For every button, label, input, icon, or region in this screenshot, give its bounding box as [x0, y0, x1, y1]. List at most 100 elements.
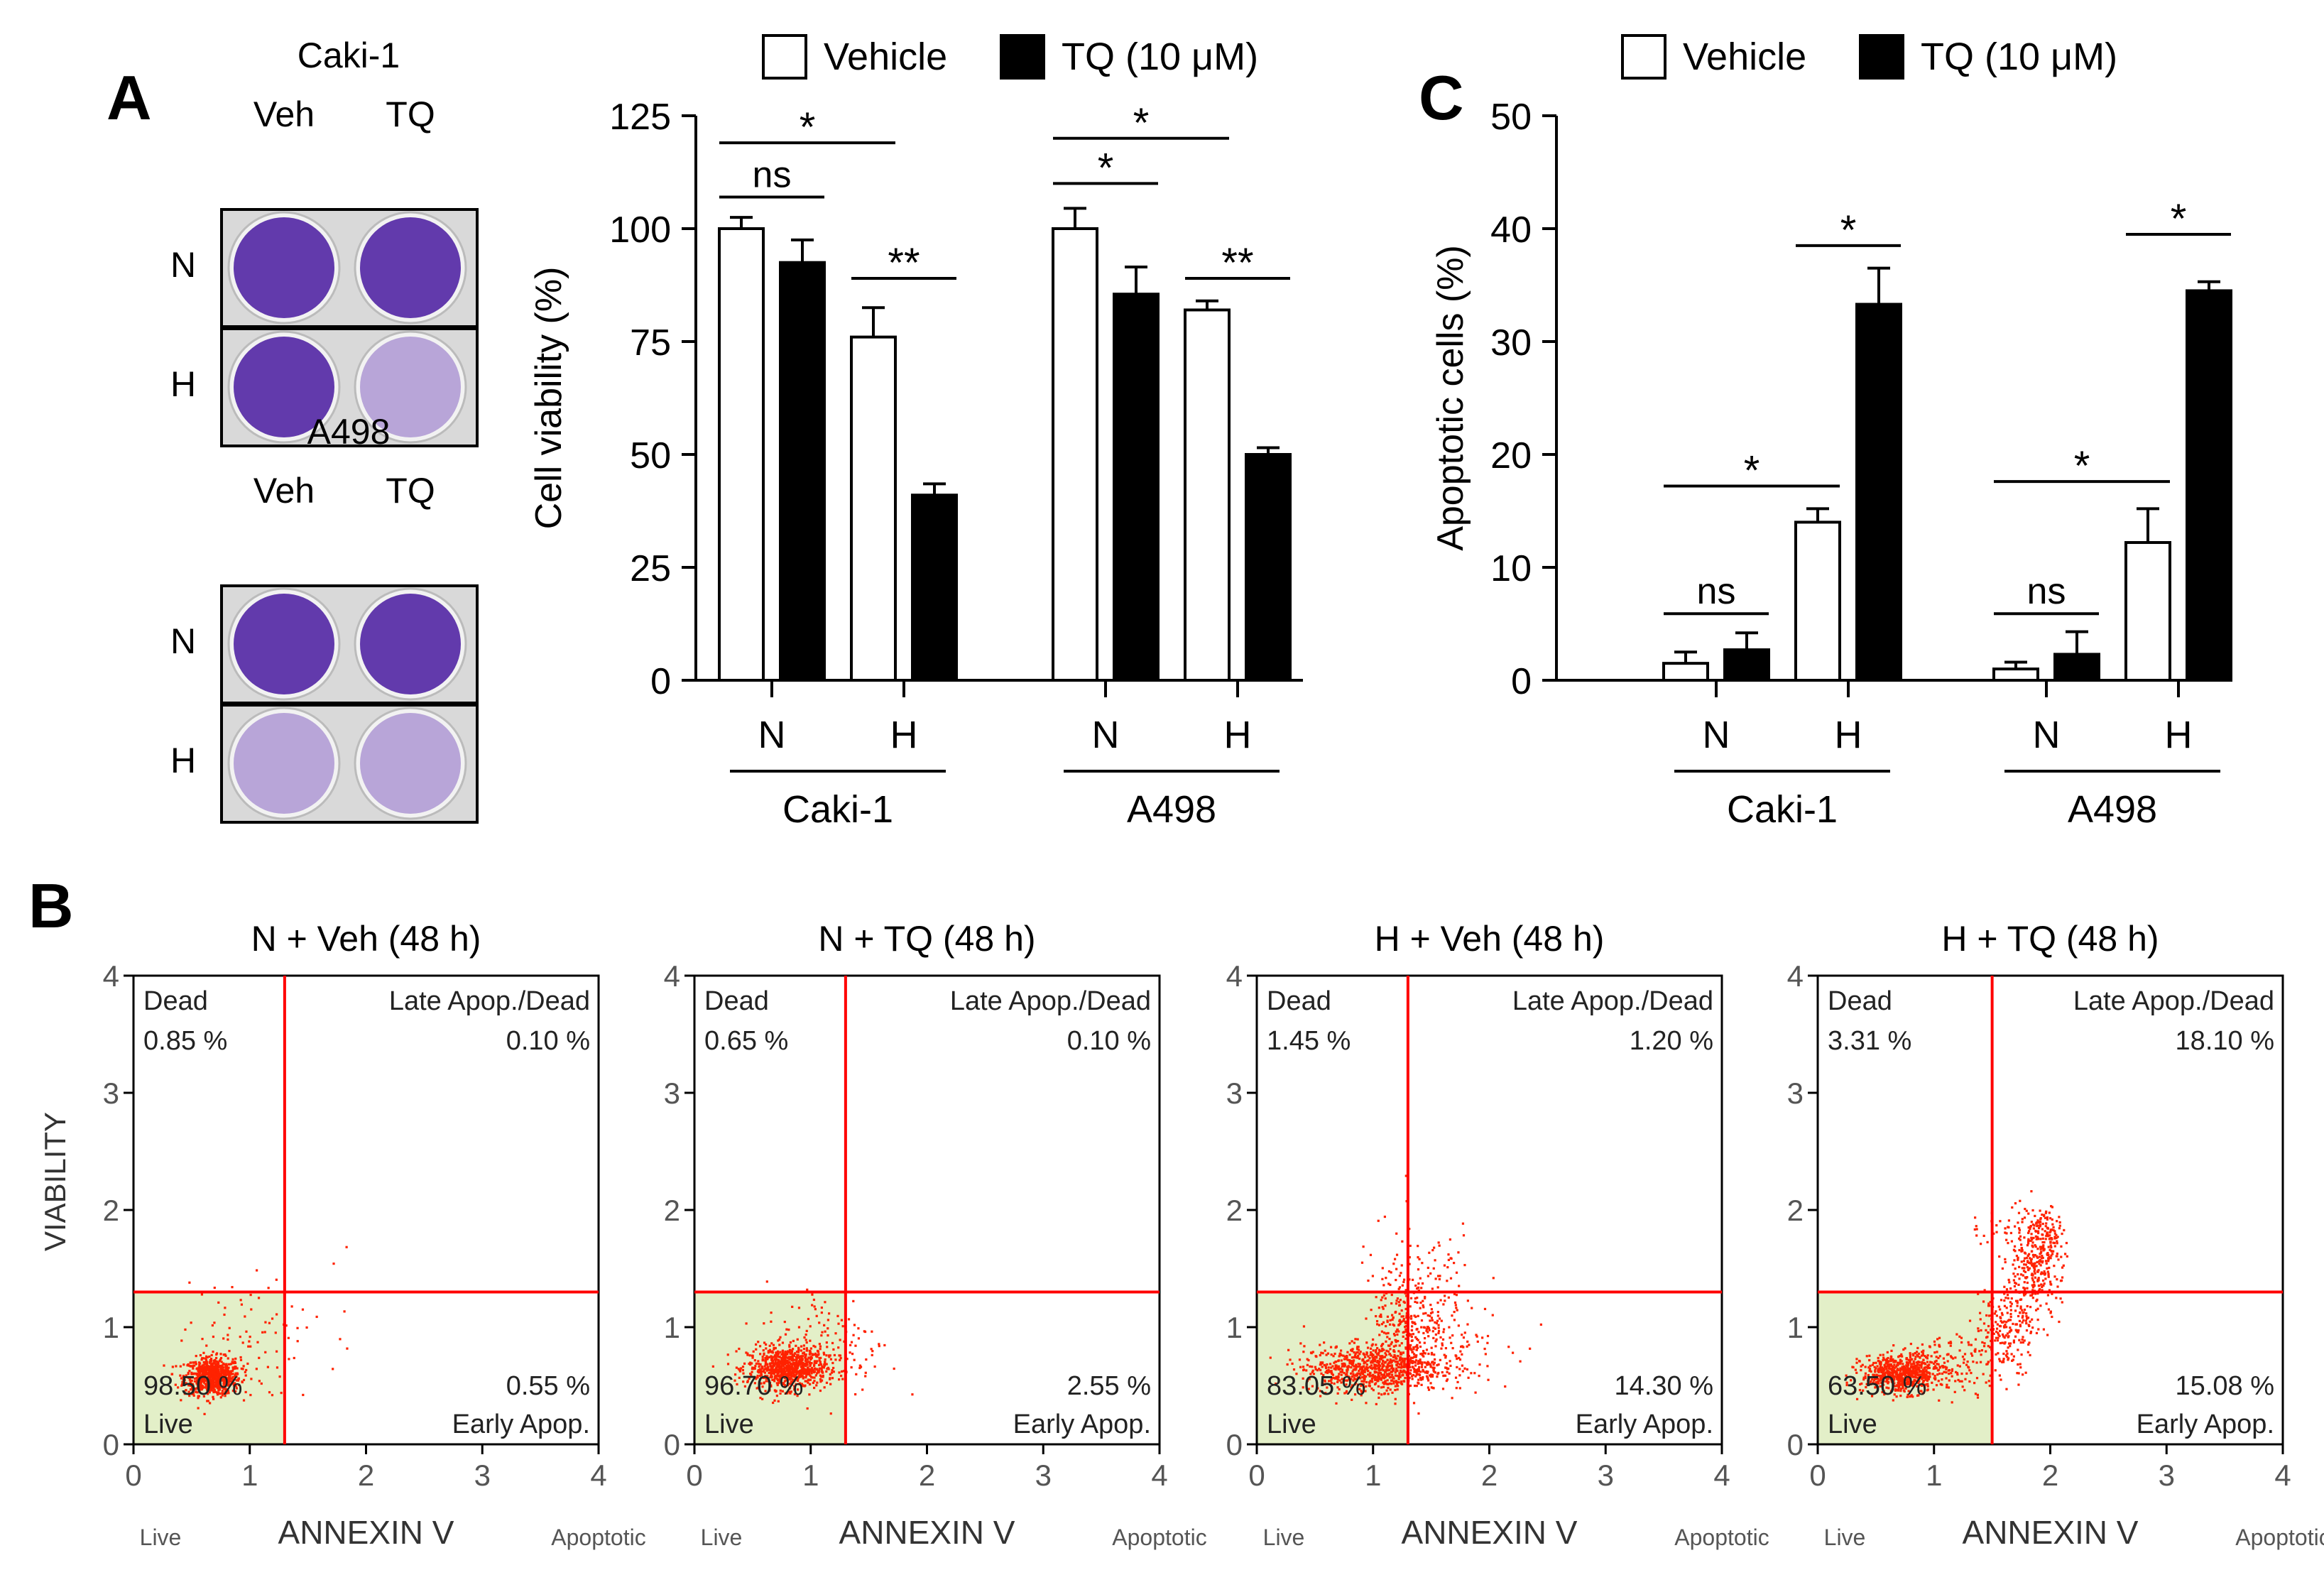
scatter-point [777, 1352, 780, 1356]
scatter-point [793, 1375, 796, 1378]
scatter-point [1397, 1378, 1400, 1380]
scatter-point [1907, 1370, 1911, 1373]
scatter-point [797, 1383, 800, 1385]
scatter-point [1387, 1350, 1390, 1353]
scatter-point [1419, 1361, 1422, 1363]
scatter-point [800, 1370, 802, 1374]
scatter-point [2051, 1206, 2054, 1209]
scatter-point [1368, 1381, 1371, 1384]
scatter-point [2042, 1249, 2045, 1252]
scatter-point [789, 1370, 792, 1373]
scatter-point [1387, 1368, 1390, 1372]
scatter-point [792, 1368, 796, 1371]
bar-tq [911, 494, 958, 682]
scatter-point [1419, 1353, 1422, 1356]
scatter-point [751, 1354, 754, 1357]
scatter-point [1404, 1365, 1407, 1368]
scatter-point [821, 1370, 824, 1373]
scatter-point [1979, 1361, 1982, 1363]
scatter-point [829, 1354, 831, 1357]
scatter-point [1954, 1370, 1958, 1374]
scatter-point [1392, 1382, 1395, 1385]
scatter-point [221, 1394, 224, 1397]
scatter-point [1389, 1319, 1392, 1321]
scatter-point [1437, 1324, 1440, 1326]
scatter-point [1427, 1361, 1430, 1365]
scatter-point [817, 1363, 821, 1367]
y-tick-label: 2 [1226, 1194, 1243, 1227]
scatter-point [1900, 1373, 1904, 1377]
scatter-point [2038, 1289, 2041, 1292]
scatter-point [841, 1378, 844, 1380]
scatter-point [1956, 1364, 1959, 1367]
scatter-point [2005, 1321, 2008, 1324]
scatter-point [793, 1370, 797, 1373]
scatter-point [1409, 1356, 1412, 1359]
scatter-point [1949, 1344, 1952, 1347]
scatter-point [195, 1390, 197, 1393]
scatter-point [1868, 1358, 1871, 1362]
scatter-points [163, 1245, 349, 1415]
scatter-point [1413, 1314, 1416, 1317]
scatter-point [213, 1388, 216, 1391]
scatter-point [2056, 1242, 2058, 1245]
scatter-point [1431, 1319, 1434, 1321]
scatter-point [1917, 1361, 1920, 1363]
scatter-point [871, 1350, 874, 1353]
scatter-point [1400, 1309, 1403, 1312]
scatter-point [1985, 1329, 1987, 1331]
scatter-point [1958, 1380, 1961, 1383]
scatter-point [803, 1336, 806, 1339]
scatter-point [1370, 1309, 1373, 1312]
scatter-point [1987, 1324, 1990, 1328]
scatter-point [1401, 1240, 1404, 1243]
scatter-point [239, 1299, 242, 1302]
scatter-point [1434, 1333, 1437, 1336]
scatter-point [1386, 1358, 1389, 1362]
scatter-point [216, 1367, 219, 1370]
scatter-point [786, 1392, 789, 1395]
y-tick-label: 0 [664, 1428, 680, 1461]
scatter-point [1396, 1328, 1399, 1331]
scatter-point [1392, 1316, 1395, 1319]
scatter-point [1382, 1363, 1385, 1366]
scatter-point [2003, 1342, 2006, 1345]
scatter-point [219, 1378, 222, 1380]
scatter-point [2042, 1328, 2046, 1331]
scatter-point [859, 1365, 863, 1368]
scatter-point [1897, 1389, 1900, 1392]
scatter-point [1353, 1383, 1357, 1386]
scatter-point [212, 1335, 215, 1339]
scatter-point [185, 1374, 187, 1377]
scatter-point [779, 1375, 782, 1378]
scatter-point [1947, 1386, 1951, 1389]
scatter-point [1961, 1356, 1965, 1358]
scatter-point [1907, 1390, 1910, 1392]
scatter-point [1343, 1355, 1346, 1358]
scatter-point [1348, 1342, 1351, 1345]
scatter-point [216, 1364, 219, 1367]
scatter-point [1976, 1393, 1979, 1396]
scatter-point [1960, 1341, 1963, 1344]
scatter-point [769, 1351, 772, 1353]
scatter-point [1914, 1364, 1916, 1367]
scatter-point [767, 1351, 770, 1354]
scatter-point [2003, 1292, 2006, 1295]
scatter-point [1919, 1390, 1922, 1392]
scatter-point [219, 1353, 222, 1356]
scatter-point [1357, 1346, 1360, 1348]
scatter-point [2031, 1284, 2034, 1287]
scatter-point [1354, 1381, 1357, 1385]
scatter-point [790, 1363, 792, 1365]
scatter-point [1358, 1388, 1361, 1390]
scatter-point [1911, 1367, 1914, 1370]
scatter-point [207, 1384, 210, 1387]
scatter-point [850, 1341, 853, 1343]
scatter-point [1415, 1348, 1418, 1351]
scatter-point [234, 1385, 237, 1388]
scatter-point [1892, 1399, 1894, 1402]
scatter-point [1943, 1361, 1946, 1364]
scatter-point [1400, 1342, 1403, 1345]
scatter-point [1422, 1331, 1425, 1335]
scatter-point [2022, 1373, 2024, 1376]
